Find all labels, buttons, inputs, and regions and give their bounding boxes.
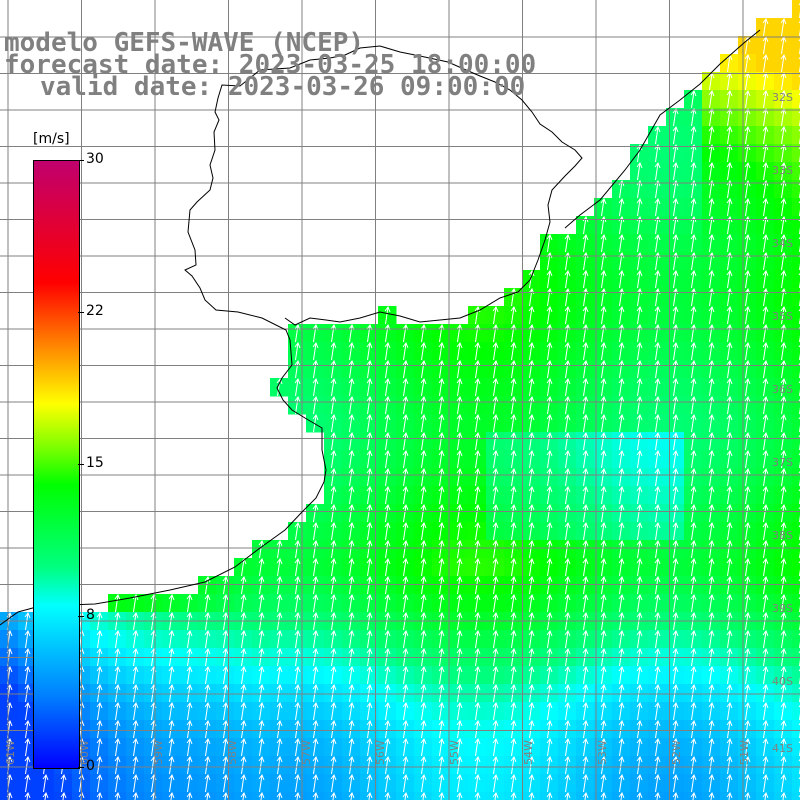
colorbar-tick-label: 22 bbox=[86, 303, 104, 319]
lat-label: 41S bbox=[772, 742, 793, 755]
lon-label: 56W bbox=[374, 740, 387, 765]
lon-label: 58W bbox=[226, 740, 239, 765]
colorbar-tick-label: 8 bbox=[86, 607, 95, 623]
lon-label: 55W bbox=[448, 740, 461, 765]
lat-label: 36S bbox=[772, 383, 793, 396]
lon-label: 59W bbox=[152, 740, 165, 765]
lon-label: 57W bbox=[300, 740, 313, 765]
colorbar-tick-mark bbox=[78, 312, 84, 313]
colorbar-tick-label: 0 bbox=[86, 758, 95, 774]
title-valid-date: valid date: 2023-03-26 09:00:00 bbox=[40, 72, 526, 102]
lon-label: 52W bbox=[670, 740, 683, 765]
title-forecast-date: forecast date: 2023-03-25 18:00:00 bbox=[4, 50, 537, 80]
title-model: modelo GEFS-WAVE (NCEP) bbox=[4, 28, 365, 58]
colorbar-tick-label: 15 bbox=[86, 455, 104, 471]
lon-label: 54W bbox=[522, 740, 535, 765]
lat-label: 40S bbox=[772, 675, 793, 688]
lon-label: 61W bbox=[4, 740, 17, 765]
coastline bbox=[0, 29, 761, 626]
colorbar-unit: [m/s] bbox=[33, 131, 70, 147]
colorbar bbox=[33, 160, 80, 769]
colorbar-tick-label: 30 bbox=[86, 151, 104, 167]
lat-label: 33S bbox=[772, 164, 793, 177]
colorbar-tick-mark bbox=[78, 464, 84, 465]
lat-label: 37S bbox=[772, 456, 793, 469]
colorbar-tick-mark bbox=[78, 616, 84, 617]
lat-label: 35S bbox=[772, 310, 793, 323]
lat-label: 39S bbox=[772, 602, 793, 615]
colorbar-tick-mark bbox=[78, 160, 84, 161]
lat-label: 32S bbox=[772, 91, 793, 104]
colorbar-tick-mark bbox=[78, 767, 84, 768]
lat-label: 34S bbox=[772, 237, 793, 250]
lon-label: 53W bbox=[596, 740, 609, 765]
lon-label: 51W bbox=[738, 740, 751, 765]
lat-label: 38S bbox=[772, 529, 793, 542]
lon-label: 60W bbox=[78, 740, 91, 765]
